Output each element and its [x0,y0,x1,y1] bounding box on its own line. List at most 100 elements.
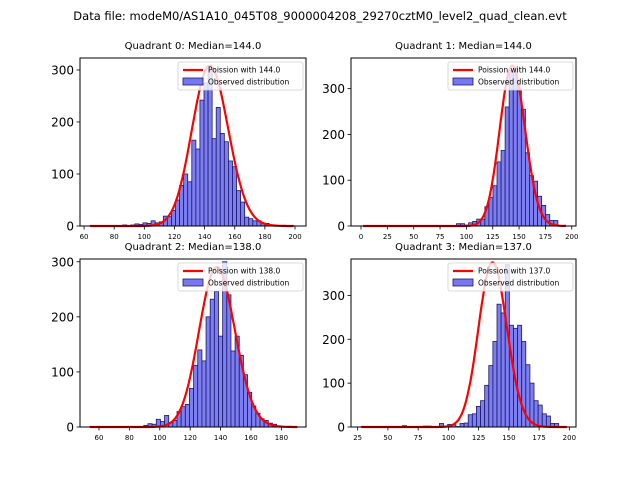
legend: Poission with 144.0 Observed distribution [177,61,304,91]
histogram-bar [500,150,506,227]
legend-label-poisson: Poission with 138.0 [208,267,281,276]
histogram-bar [463,422,469,428]
histogram-bar [516,90,522,227]
y-tick-label: 0 [66,421,74,435]
y-tick-label: 0 [337,421,345,435]
legend-label-observed: Observed distribution [478,78,559,87]
legend-bar-swatch [452,77,474,86]
x-tick-label: 100 [138,233,151,241]
x-tick-label: 180 [258,233,271,241]
y-tick-label: 200 [51,115,74,129]
legend-label-observed: Observed distribution [208,78,289,87]
x-tick-label: 150 [512,233,525,241]
x-tick-label: 25 [353,434,362,442]
histogram-bar [500,312,506,428]
y-tick-label: 300 [322,82,345,96]
x-tick-label: 50 [383,434,392,442]
histogram-bar [195,148,201,227]
x-tick-label: 60 [80,233,89,241]
histogram-bar [189,388,195,428]
legend-label-observed: Observed distribution [208,279,289,288]
legend-box [447,61,574,91]
figure-suptitle: Data file: modeM0/AS1A10_045T08_90000042… [73,9,567,23]
x-tick-label: 100 [442,434,455,442]
subplot-title: Quadrant 3: Median=137.0 [395,242,532,253]
subplot-quadrant-0: Quadrant 0: Median=144.0 60 80 100 120 140 160… [51,41,307,241]
legend: Poission with 138.0 Observed distribution [177,262,304,292]
x-tick-label: 0 [359,233,363,241]
histogram-bar [480,400,486,428]
histogram-bar [193,364,199,428]
histogram-bar [240,201,246,227]
histogram-bar [226,294,232,428]
histogram-bar [488,365,494,428]
histogram-bar [476,405,481,428]
histogram-bar [492,185,498,227]
axes-frame [79,57,307,227]
y-tick-label: 100 [51,167,74,181]
histogram-bar [219,133,225,227]
histogram-bars [89,65,294,227]
histogram-bar [179,185,185,227]
histogram-bar [248,218,254,227]
y-tick-label: 100 [51,365,74,379]
y-tick-label: 100 [322,174,345,188]
subplot-title: Quadrant 1: Median=144.0 [395,41,532,52]
x-tick-label: 100 [153,434,166,442]
subplot-quadrant-3: Quadrant 3: Median=137.0 25 50 75 100 125 150 1… [322,242,577,442]
x-tick-label: 200 [563,434,576,442]
x-tick-label: 125 [472,434,485,442]
y-tick-label: 0 [66,220,74,234]
subplot-title: Quadrant 0: Median=144.0 [125,41,262,52]
x-tick-label: 25 [383,233,392,241]
subplot-title: Quadrant 2: Median=138.0 [125,242,262,253]
x-tick-label: 50 [409,233,418,241]
subplot-quadrant-1: Quadrant 1: Median=144.0 0 25 50 75 100 125 150… [322,41,578,241]
x-tick-label: 75 [436,233,445,241]
histogram-bar [209,298,215,428]
x-tick-label: 150 [502,434,515,442]
legend-bar-swatch [182,77,204,86]
histogram-bar [545,415,551,428]
x-tick-label: 160 [244,434,257,442]
x-tick-label: 175 [532,434,545,442]
histogram-bar [525,152,530,227]
legend-box [177,262,304,292]
legend-box [177,61,304,91]
histogram-bar [492,341,498,428]
histogram-bar [512,66,518,227]
histogram-bar [201,360,207,428]
histogram-bar [252,220,258,227]
x-tick-label: 175 [539,233,552,241]
y-tick-label: 200 [322,128,345,142]
x-tick-label: 140 [198,233,211,241]
x-tick-label: 200 [565,233,578,241]
histogram-bar [496,161,502,227]
histogram-bar [215,107,221,227]
x-tick-label: 80 [110,233,119,241]
histogram-bar [203,82,209,227]
y-tick-label: 100 [322,377,345,391]
axes-frame [79,258,307,428]
x-tick-label: 120 [168,233,181,241]
histogram-bar [211,138,217,227]
x-tick-label: 125 [486,233,499,241]
histogram-bar [467,414,473,428]
histogram-bar [230,350,236,428]
y-tick-label: 300 [322,289,345,303]
histogram-bar [541,413,547,428]
subplot-quadrant-2: Quadrant 2: Median=138.0 60 80 100 120 140 160… [51,242,307,442]
x-tick-label: 180 [275,434,288,442]
histogram-bar [213,291,219,428]
histogram-bar [197,349,203,428]
histogram-bar [508,69,514,227]
legend: Poission with 144.0 Observed distribution [447,61,574,91]
histogram-bar [459,423,465,428]
histogram-bar [496,303,502,428]
histogram-bar [199,99,205,227]
x-tick-label: 200 [288,233,301,241]
histogram-bar [187,181,193,227]
histogram-bar [205,316,211,428]
y-tick-label: 200 [51,310,74,324]
